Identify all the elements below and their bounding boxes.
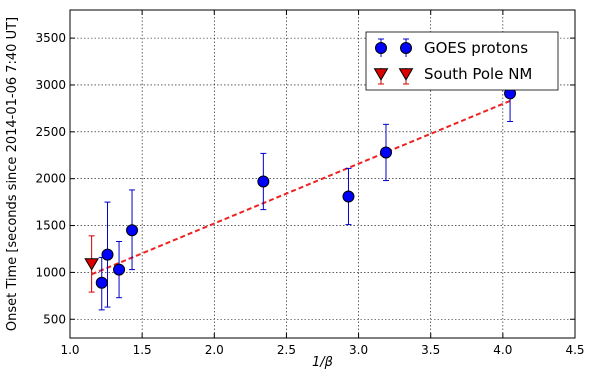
tick-layer (69, 10, 576, 338)
legend-box (365, 31, 559, 91)
plot-frame (69, 9, 576, 339)
data-point-goes (342, 190, 355, 203)
fit-line (91, 99, 511, 276)
legend-marker-goes (375, 38, 412, 57)
x-tick-label: 1.5 (133, 343, 152, 357)
y-tick-label: 500 (43, 312, 66, 326)
marker-layer (84, 87, 517, 289)
y-tick-labels: 500 1000 1500 2000 2500 3000 3500 (35, 31, 66, 326)
data-point-south-pole (84, 258, 100, 271)
legend-entry-goes: GOES protons (375, 38, 528, 57)
x-tick-labels: 1.0 1.5 2.0 2.5 3.0 3.5 4.0 4.5 (60, 343, 584, 357)
y-tick-label: 3500 (35, 31, 66, 45)
data-point-goes (379, 146, 392, 159)
x-tick-label: 2.5 (277, 343, 296, 357)
y-tick-label: 1500 (35, 219, 66, 233)
data-point-goes (126, 224, 139, 237)
y-tick-label: 1000 (35, 265, 66, 279)
legend-marker-south-pole (373, 68, 414, 85)
x-tick-label: 4.5 (565, 343, 584, 357)
y-tick-label: 2500 (35, 125, 66, 139)
data-point-goes (113, 263, 126, 276)
legend-marker-goes (375, 42, 387, 54)
legend-marker-goes (400, 42, 412, 54)
data-point-goes (257, 175, 270, 188)
legend-entry-south-pole: South Pole NM (373, 65, 532, 85)
x-tick-label: 4.0 (493, 343, 512, 357)
legend-marker-south-pole (373, 68, 389, 81)
legend-marker-south-pole (398, 68, 414, 81)
y-tick-label: 3000 (35, 78, 66, 92)
x-tick-label: 3.0 (349, 343, 368, 357)
y-tick-label: 2000 (35, 172, 66, 186)
x-axis-title: 1/β (312, 355, 333, 370)
legend: GOES protons South Pole NM (365, 31, 559, 91)
legend-label-goes: GOES protons (424, 39, 528, 57)
data-point-goes (95, 276, 108, 289)
x-tick-label: 1.0 (60, 343, 79, 357)
x-tick-label: 2.0 (205, 343, 224, 357)
y-axis-title: Onset Time [seconds since 2014-01-06 7:4… (5, 17, 20, 331)
fit-line-layer (91, 99, 511, 276)
legend-label-south-pole: South Pole NM (424, 65, 532, 83)
x-tick-label: 3.5 (421, 343, 440, 357)
data-point-goes (101, 248, 114, 261)
